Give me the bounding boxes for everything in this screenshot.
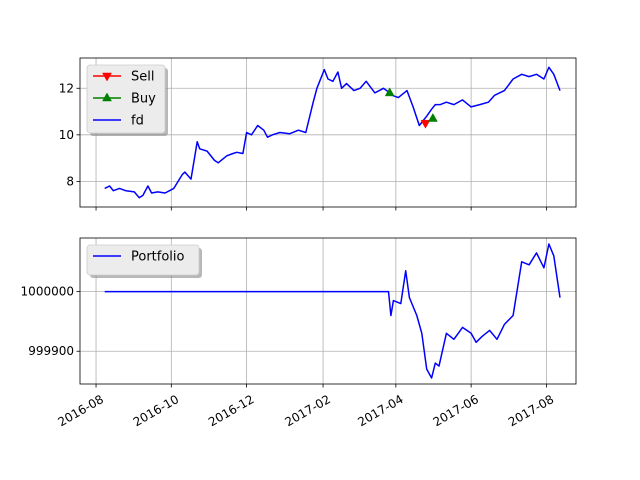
y-tick-label: 10 [59,128,74,142]
legend-marker-buy [102,92,112,102]
legend-label-buy: Buy [131,92,156,107]
y-tick-label: 12 [59,81,74,95]
legend-label-fd: fd [131,114,144,129]
legend-label-portfolio: Portfolio [131,250,185,265]
sell-marker [420,119,431,129]
axes-frame [79,57,577,208]
legend-box [86,244,200,276]
y-tick-label: 999900 [28,344,74,358]
legend-box [86,64,166,134]
legend-marker-sell [102,72,112,82]
y-tick-label: 1000000 [21,285,74,299]
legend-label-sell: Sell [131,70,154,85]
axes-frame [79,237,577,385]
fd-series-line [104,66,561,199]
portfolio-series-line [104,243,561,379]
y-tick-label: 8 [66,174,74,188]
buy-marker [384,87,395,97]
buy-marker [427,113,438,122]
price-axes: 8 10 12 Sell Buy fd [59,57,577,211]
